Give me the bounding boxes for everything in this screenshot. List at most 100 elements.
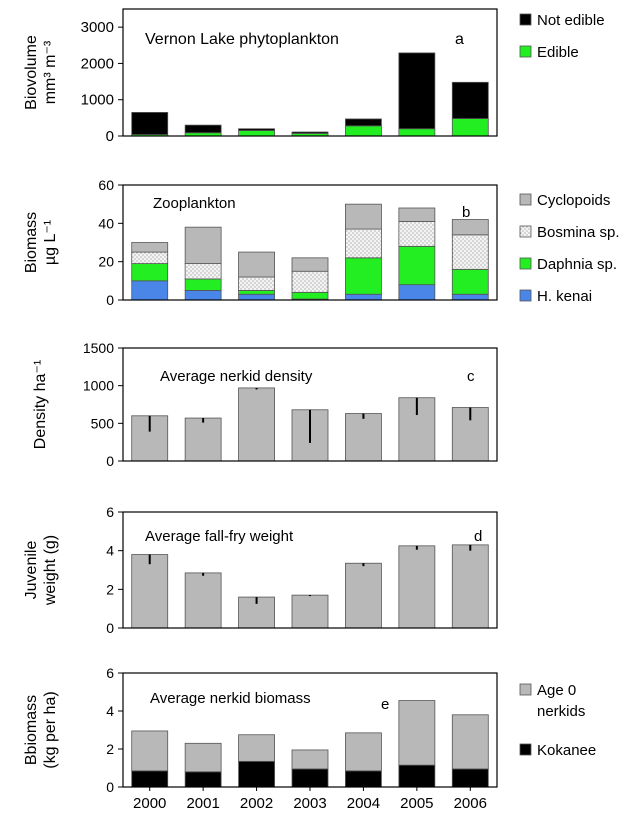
bar xyxy=(345,413,382,462)
legend-swatch xyxy=(519,45,532,58)
y-tick-label: 4 xyxy=(106,543,114,559)
bar-segment-age-0-nerkids xyxy=(131,730,169,772)
y-tick-label: 0 xyxy=(106,453,114,469)
chart-panel-e: 0 2 4 6 Average nerkid biomass e Bbiomass (kg p… xyxy=(23,665,596,795)
bar-segment-bosmina-sp xyxy=(291,270,329,293)
bar xyxy=(291,594,329,629)
y-axis-label-line: Bbiomass xyxy=(23,695,40,765)
bar xyxy=(238,387,275,462)
bar-segment-daphnia-sp xyxy=(345,257,382,295)
legend-label: Age 0 nerkids xyxy=(537,682,585,720)
bar-segment-kokanee xyxy=(291,768,329,788)
legend-swatch xyxy=(519,13,532,26)
chart-panel-d: 0 2 4 6 Average fall-fry weight d Juvenile weig… xyxy=(23,504,498,636)
bar-segment-age-0-nerkids xyxy=(345,732,382,772)
panel-letter: c xyxy=(467,368,475,385)
legend-label: Bosmina sp. xyxy=(537,224,620,241)
legend-label-line: Age 0 xyxy=(537,682,576,699)
bar-segment-not-edible xyxy=(238,128,275,131)
y-tick-label: 0 xyxy=(106,292,114,308)
bar xyxy=(398,545,436,629)
bar-segment-not-edible xyxy=(184,124,222,134)
x-tick-label: 2001 xyxy=(186,795,219,812)
panel-annotation: Zooplankton xyxy=(153,195,236,212)
y-axis-label: Juvenile weight (g) xyxy=(23,535,59,606)
y-axis-label-line: µg L⁻¹ xyxy=(42,220,59,265)
x-tick-label: 2002 xyxy=(240,795,273,812)
bar xyxy=(451,544,489,629)
y-axis-label-line: (kg per ha) xyxy=(42,691,59,768)
legend-label: H. kenai xyxy=(537,288,592,305)
bar-segment-cyclopoids xyxy=(131,242,169,253)
bar-segment-not-edible xyxy=(131,112,169,135)
bar-segment-bosmina-sp xyxy=(131,251,169,264)
bar-segment-h-kenai xyxy=(398,284,436,301)
y-tick-label: 6 xyxy=(106,504,114,520)
bar-segment-h-kenai xyxy=(238,293,275,301)
bar-segment-not-edible xyxy=(451,81,489,119)
bar-segment-cyclopoids xyxy=(238,251,275,278)
bar-segment-daphnia-sp xyxy=(184,278,222,291)
plot-frame xyxy=(122,511,498,629)
y-tick-label: 4 xyxy=(106,703,114,719)
bar-segment-kokanee xyxy=(451,768,489,788)
bar-segment-age-0-nerkids xyxy=(291,749,329,770)
x-tick-label: 2003 xyxy=(293,795,326,812)
legend-swatch xyxy=(519,289,532,302)
legend-swatch xyxy=(519,257,532,270)
bar-segment-daphnia-sp xyxy=(398,245,436,286)
bar-segment-daphnia-sp xyxy=(131,263,169,282)
bar xyxy=(184,417,222,462)
bar xyxy=(184,572,222,629)
bar-segment-bosmina-sp xyxy=(345,228,382,259)
bar-segment-kokanee xyxy=(398,764,436,788)
bar-segment-h-kenai xyxy=(345,293,382,301)
y-tick-label: 0 xyxy=(106,779,114,795)
bar-segment-age-0-nerkids xyxy=(238,734,275,762)
y-axis-label: Biomass µg L⁻¹ xyxy=(23,212,59,273)
panel-annotation: Average fall-fry weight xyxy=(145,528,294,545)
y-axis-label-line: Juvenile xyxy=(23,541,40,600)
y-tick-label: 2000 xyxy=(81,55,114,72)
plot-frame xyxy=(122,184,498,301)
legend-label: Cyclopoids xyxy=(537,192,610,209)
bar-segment-kokanee xyxy=(345,770,382,788)
bar-segment-h-kenai xyxy=(451,293,489,301)
y-tick-label: 60 xyxy=(98,177,114,193)
y-axis-label-line: weight (g) xyxy=(42,535,59,606)
y-axis-label-line: Density ha⁻¹ xyxy=(32,360,49,449)
plot-frame xyxy=(122,347,498,462)
bar-segment-daphnia-sp xyxy=(451,268,489,295)
bar-segment-not-edible xyxy=(345,118,382,127)
y-axis-label-line: Biomass xyxy=(23,212,40,273)
bar-segment-cyclopoids xyxy=(398,207,436,222)
bar-segment-cyclopoids xyxy=(291,257,329,272)
plot-frame xyxy=(122,8,498,137)
bar-segment-edible xyxy=(451,118,489,137)
legend-label: Daphnia sp. xyxy=(537,256,617,273)
panel-annotation: Vernon Lake phytoplankton xyxy=(145,31,339,48)
bar xyxy=(345,562,382,629)
panel-letter: a xyxy=(455,31,464,48)
legend-label: Edible xyxy=(537,44,579,61)
legend-label: Kokanee xyxy=(537,742,596,759)
panel-letter: d xyxy=(474,528,482,545)
y-tick-label: 0 xyxy=(106,620,114,636)
legend-swatch xyxy=(519,683,532,696)
y-tick-label: 500 xyxy=(91,415,115,431)
y-axis-label-line: Biovolume xyxy=(23,35,40,110)
legend-swatch xyxy=(519,743,532,756)
y-tick-label: 1000 xyxy=(83,378,114,394)
bar-segment-age-0-nerkids xyxy=(184,742,222,773)
y-tick-label: 20 xyxy=(98,254,114,270)
bar-segment-age-0-nerkids xyxy=(451,714,489,770)
bar-segment-edible xyxy=(238,130,275,137)
bar-segment-cyclopoids xyxy=(184,226,222,264)
y-axis-label: Biovolume mm³ m⁻³ xyxy=(23,35,59,110)
bar xyxy=(131,554,169,629)
y-tick-label: 0 xyxy=(106,128,114,145)
y-axis-label: Bbiomass (kg per ha) xyxy=(23,691,59,768)
y-tick-label: 6 xyxy=(106,665,114,681)
y-tick-label: 2 xyxy=(106,741,114,757)
